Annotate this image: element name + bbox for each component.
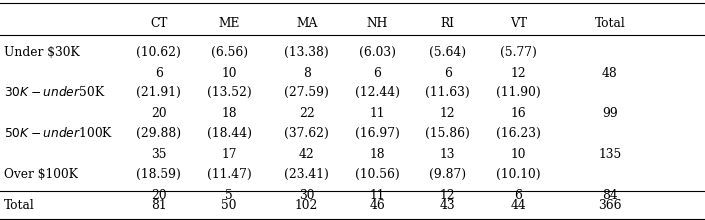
Text: (18.59): (18.59) — [136, 168, 181, 182]
Text: 12: 12 — [510, 67, 526, 80]
Text: 30: 30 — [299, 189, 314, 202]
Text: (5.77): (5.77) — [500, 46, 537, 59]
Text: 366: 366 — [598, 199, 622, 212]
Text: (11.90): (11.90) — [496, 86, 541, 99]
Text: 12: 12 — [440, 107, 455, 120]
Text: (23.41): (23.41) — [284, 168, 329, 182]
Text: (37.62): (37.62) — [284, 126, 329, 140]
Text: MA: MA — [296, 16, 317, 30]
Text: ME: ME — [219, 16, 240, 30]
Text: (10.56): (10.56) — [355, 168, 400, 182]
Text: (15.86): (15.86) — [425, 126, 470, 140]
Text: 42: 42 — [299, 147, 314, 161]
Text: (9.87): (9.87) — [429, 168, 466, 182]
Text: RI: RI — [441, 16, 455, 30]
Text: 18: 18 — [369, 147, 385, 161]
Text: Total: Total — [594, 16, 625, 30]
Text: $30K-under $50K: $30K-under $50K — [4, 85, 105, 99]
Text: 84: 84 — [602, 189, 618, 202]
Text: (16.97): (16.97) — [355, 126, 400, 140]
Text: 6: 6 — [154, 67, 163, 80]
Text: 10: 10 — [510, 147, 526, 161]
Text: (6.56): (6.56) — [211, 46, 247, 59]
Text: 13: 13 — [440, 147, 455, 161]
Text: 20: 20 — [151, 189, 166, 202]
Text: 35: 35 — [151, 147, 166, 161]
Text: 11: 11 — [369, 107, 385, 120]
Text: (11.47): (11.47) — [207, 168, 252, 182]
Text: 6: 6 — [443, 67, 452, 80]
Text: 43: 43 — [440, 199, 455, 212]
Text: 11: 11 — [369, 189, 385, 202]
Text: 10: 10 — [221, 67, 237, 80]
Text: NH: NH — [367, 16, 388, 30]
Text: 5: 5 — [226, 189, 233, 202]
Text: 6: 6 — [373, 67, 381, 80]
Text: (18.44): (18.44) — [207, 126, 252, 140]
Text: 12: 12 — [440, 189, 455, 202]
Text: 44: 44 — [510, 199, 526, 212]
Text: $50K-under $100K: $50K-under $100K — [4, 126, 113, 140]
Text: 81: 81 — [151, 199, 166, 212]
Text: 20: 20 — [151, 107, 166, 120]
Text: 22: 22 — [299, 107, 314, 120]
Text: Under $30K: Under $30K — [4, 46, 79, 59]
Text: (13.52): (13.52) — [207, 86, 252, 99]
Text: 17: 17 — [221, 147, 237, 161]
Text: 135: 135 — [599, 147, 621, 161]
Text: 50: 50 — [221, 199, 237, 212]
Text: Total: Total — [4, 199, 35, 212]
Text: (13.38): (13.38) — [284, 46, 329, 59]
Text: 16: 16 — [510, 107, 526, 120]
Text: (10.10): (10.10) — [496, 168, 541, 182]
Text: 18: 18 — [221, 107, 237, 120]
Text: (11.63): (11.63) — [425, 86, 470, 99]
Text: (5.64): (5.64) — [429, 46, 466, 59]
Text: 8: 8 — [302, 67, 311, 80]
Text: (29.88): (29.88) — [136, 126, 181, 140]
Text: (6.03): (6.03) — [359, 46, 396, 59]
Text: 46: 46 — [369, 199, 385, 212]
Text: (27.59): (27.59) — [284, 86, 329, 99]
Text: 99: 99 — [602, 107, 618, 120]
Text: 102: 102 — [295, 199, 319, 212]
Text: 48: 48 — [602, 67, 618, 80]
Text: 6: 6 — [514, 189, 522, 202]
Text: VT: VT — [510, 16, 527, 30]
Text: CT: CT — [150, 16, 167, 30]
Text: (10.62): (10.62) — [136, 46, 181, 59]
Text: (21.91): (21.91) — [136, 86, 181, 99]
Text: (12.44): (12.44) — [355, 86, 400, 99]
Text: (16.23): (16.23) — [496, 126, 541, 140]
Text: Over $100K: Over $100K — [4, 168, 78, 182]
